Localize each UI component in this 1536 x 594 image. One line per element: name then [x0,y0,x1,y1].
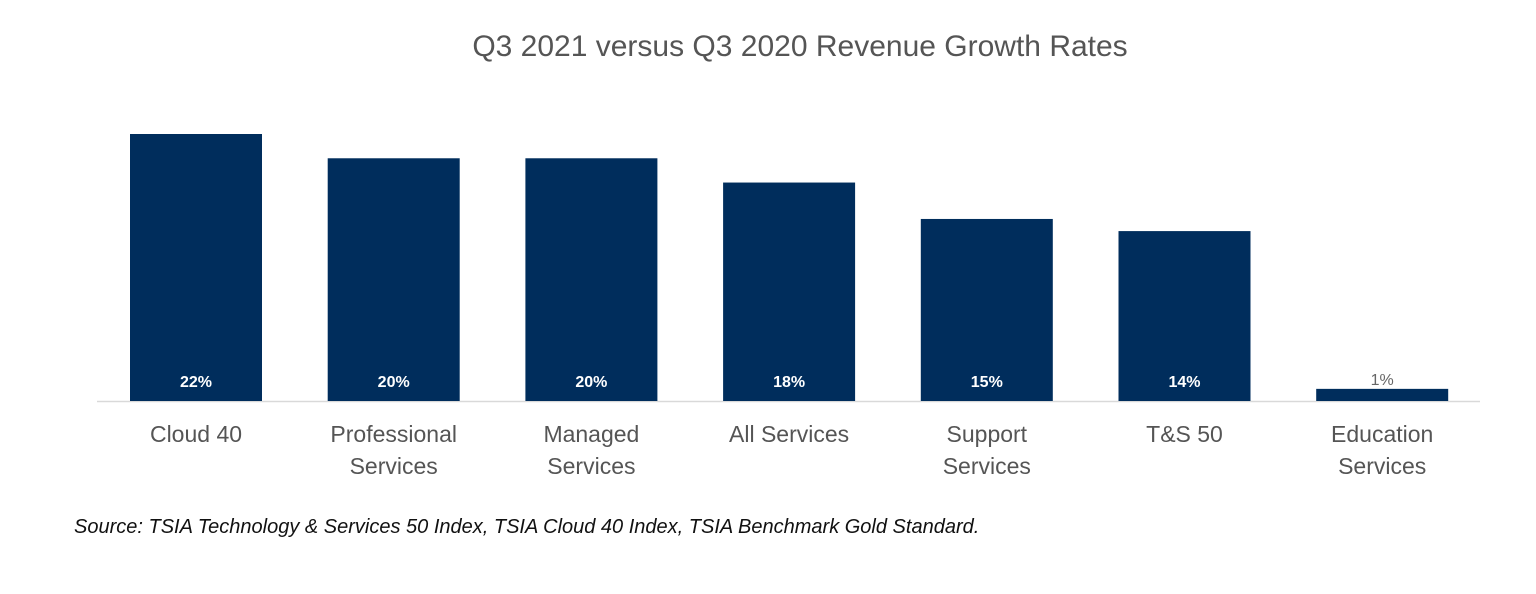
category-label: All Services [729,421,849,447]
data-label: 15% [971,374,1003,391]
data-label: 18% [773,374,805,391]
bar [920,218,1053,401]
data-label: 20% [378,374,410,391]
category-label: Managed [543,421,639,447]
category-label: Services [547,453,635,479]
bar [723,182,856,401]
category-label: Services [350,453,438,479]
bar [1118,231,1251,401]
bar [130,134,262,401]
category-label: T&S 50 [1146,421,1223,447]
category-label: Services [943,453,1031,479]
bar [525,158,658,401]
data-label: 1% [1371,372,1394,389]
category-label: Education [1331,421,1433,447]
chart-title: Q3 2021 versus Q3 2020 Revenue Growth Ra… [472,30,1128,63]
category-label: Support [947,421,1028,447]
category-label: Services [1338,453,1426,479]
bar [327,158,460,401]
bar [1316,388,1449,401]
data-label: 22% [180,374,212,391]
data-label: 20% [575,374,607,391]
data-label: 14% [1168,374,1200,391]
source-note: Source: TSIA Technology & Services 50 In… [74,516,980,538]
category-label: Cloud 40 [150,421,242,447]
category-label: Professional [330,421,457,447]
